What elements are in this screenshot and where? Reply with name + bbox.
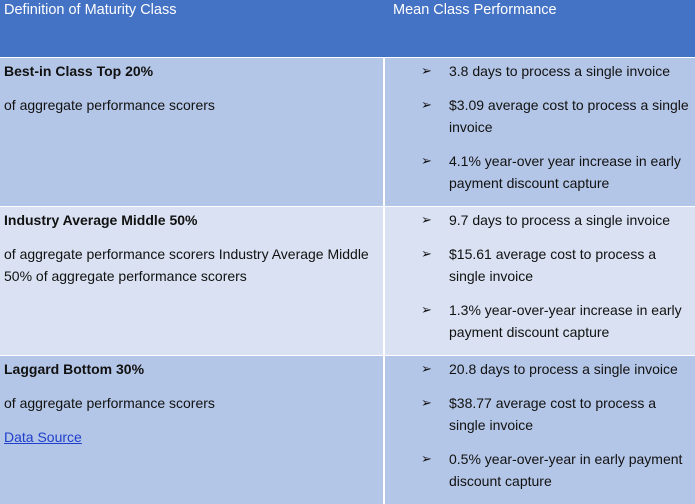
- header-row: Definition of Maturity Class Mean Class …: [0, 0, 695, 58]
- performance-cell: ➢ 20.8 days to process a single invoice ➢…: [384, 356, 695, 504]
- performance-list: ➢ 3.8 days to process a single invoice ➢ $…: [421, 60, 689, 194]
- bullet-text: $38.77 average cost to process a single …: [449, 395, 656, 433]
- definition-cell: Industry Average Middle 50% of aggregate…: [0, 207, 384, 356]
- bullet-text: 9.7 days to process a single invoice: [449, 212, 670, 228]
- performance-list: ➢ 9.7 days to process a single invoice ➢ $…: [421, 209, 689, 343]
- list-item: ➢ 3.8 days to process a single invoice: [421, 60, 689, 82]
- performance-cell: ➢ 3.8 days to process a single invoice ➢ $…: [384, 58, 695, 207]
- list-item: ➢ $15.61 average cost to process a single…: [421, 243, 689, 287]
- list-item: ➢ 4.1% year-over year increase in early p…: [421, 150, 689, 194]
- bullet-text: 1.3% year-over-year increase in early pa…: [449, 302, 682, 340]
- arrow-bullet-icon: ➢: [421, 358, 432, 380]
- header-definition: Definition of Maturity Class: [0, 0, 384, 58]
- header-performance: Mean Class Performance: [384, 0, 695, 58]
- arrow-bullet-icon: ➢: [421, 209, 432, 231]
- arrow-bullet-icon: ➢: [421, 150, 432, 172]
- class-description: of aggregate performance scorers Industr…: [4, 243, 379, 287]
- arrow-bullet-icon: ➢: [421, 448, 432, 470]
- definition-cell: Best-in Class Top 20% of aggregate perfo…: [0, 58, 384, 207]
- class-level: Laggard Bottom 30%: [4, 360, 379, 378]
- list-item: ➢ 0.5% year-over-year in early payment di…: [421, 448, 689, 492]
- arrow-bullet-icon: ➢: [421, 299, 432, 321]
- class-level: Industry Average Middle 50%: [4, 211, 379, 229]
- class-description: of aggregate performance scorers: [4, 94, 379, 116]
- table-row-industry-average: Industry Average Middle 50% of aggregate…: [0, 207, 695, 356]
- definition-cell: Laggard Bottom 30% of aggregate performa…: [0, 356, 384, 504]
- arrow-bullet-icon: ➢: [421, 94, 432, 116]
- bullet-text: 20.8 days to process a single invoice: [449, 361, 678, 377]
- bullet-text: 3.8 days to process a single invoice: [449, 63, 670, 79]
- bullet-text: 4.1% year-over year increase in early pa…: [449, 153, 681, 191]
- data-source-link[interactable]: Data Source: [4, 429, 82, 445]
- performance-list: ➢ 20.8 days to process a single invoice ➢…: [421, 358, 689, 492]
- bullet-text: 0.5% year-over-year in early payment dis…: [449, 451, 682, 489]
- list-item: ➢ 9.7 days to process a single invoice: [421, 209, 689, 231]
- list-item: ➢ $38.77 average cost to process a single…: [421, 392, 689, 436]
- class-description: of aggregate performance scorers: [4, 392, 379, 414]
- list-item: ➢ $3.09 average cost to process a single …: [421, 94, 689, 138]
- table-row-laggard: Laggard Bottom 30% of aggregate performa…: [0, 356, 695, 504]
- table-row-best-in-class: Best-in Class Top 20% of aggregate perfo…: [0, 58, 695, 207]
- arrow-bullet-icon: ➢: [421, 392, 432, 414]
- list-item: ➢ 20.8 days to process a single invoice: [421, 358, 689, 380]
- list-item: ➢ 1.3% year-over-year increase in early p…: [421, 299, 689, 343]
- arrow-bullet-icon: ➢: [421, 60, 432, 82]
- arrow-bullet-icon: ➢: [421, 243, 432, 265]
- class-level: Best-in Class Top 20%: [4, 62, 379, 80]
- bullet-text: $15.61 average cost to process a single …: [449, 246, 656, 284]
- bullet-text: $3.09 average cost to process a single i…: [449, 97, 689, 135]
- performance-cell: ➢ 9.7 days to process a single invoice ➢ $…: [384, 207, 695, 356]
